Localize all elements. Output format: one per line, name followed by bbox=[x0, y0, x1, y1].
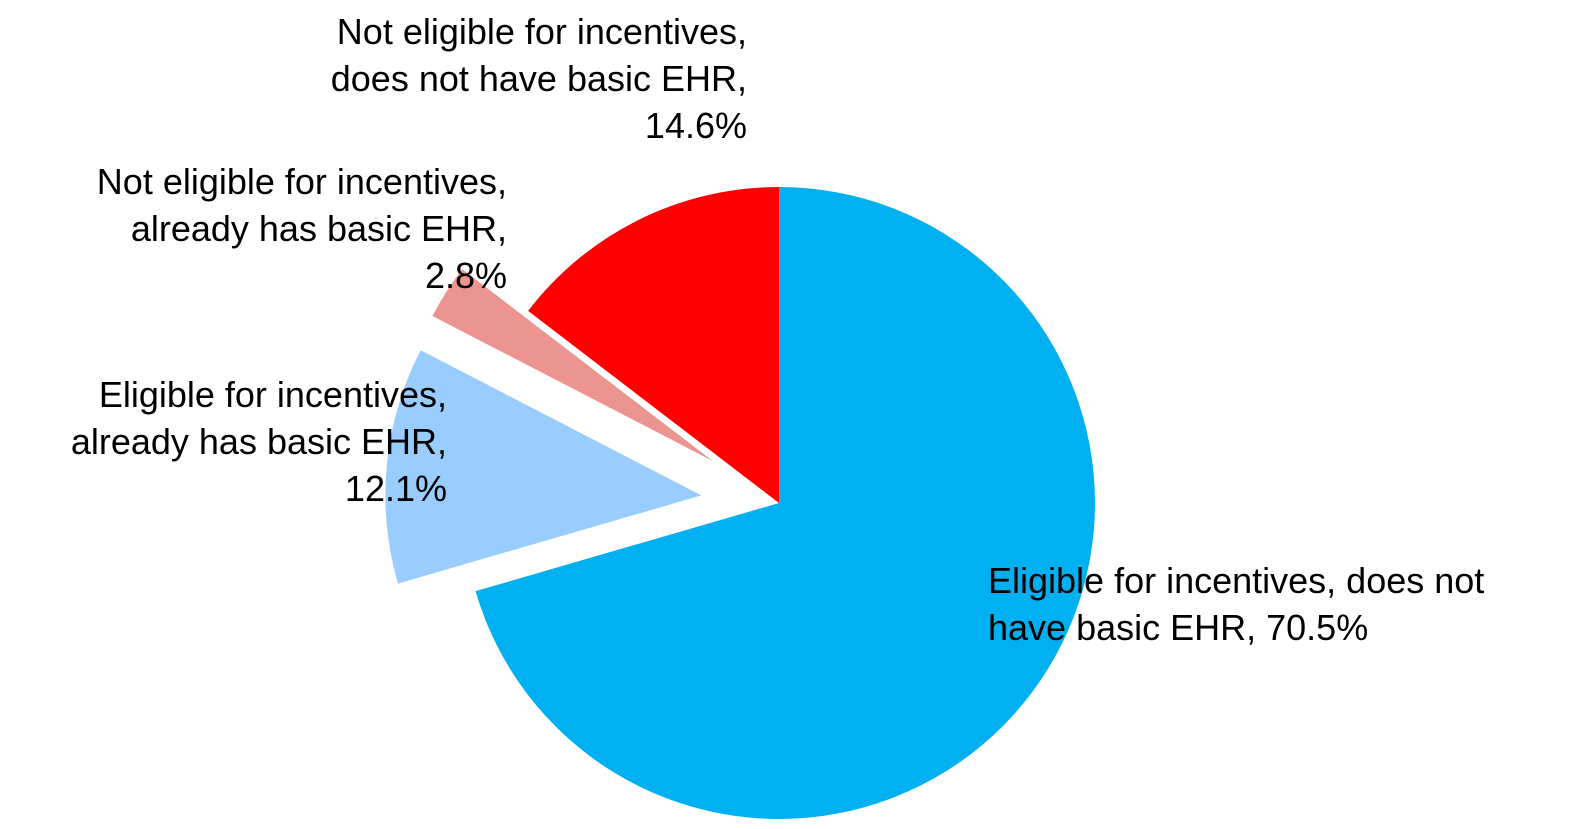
slice-label-3: Not eligible for incentives, already has … bbox=[97, 161, 507, 296]
slice-label-1: Eligible for incentives, does not have ba… bbox=[988, 560, 1484, 648]
slice-label-line: have basic EHR, 70.5% bbox=[988, 607, 1368, 648]
slice-label-line: Not eligible for incentives, bbox=[337, 11, 747, 52]
slice-label-line: already has basic EHR, bbox=[71, 421, 447, 462]
pie-labels: Eligible for incentives, does not have ba… bbox=[71, 11, 1484, 648]
slice-label-line: 2.8% bbox=[425, 255, 507, 296]
pie-slice-2 bbox=[385, 350, 702, 584]
slice-label-line: Eligible for incentives, bbox=[99, 374, 447, 415]
pie-slices bbox=[385, 187, 1095, 819]
slice-label-line: Not eligible for incentives, bbox=[97, 161, 507, 202]
slice-label-2: Eligible for incentives, already has basi… bbox=[71, 374, 447, 509]
slice-label-line: 12.1% bbox=[345, 468, 447, 509]
pie-slice-3 bbox=[432, 269, 714, 462]
slice-label-line: Eligible for incentives, does not bbox=[988, 560, 1484, 601]
pie-slice-1 bbox=[475, 187, 1095, 819]
pie-slice-4 bbox=[528, 187, 779, 503]
slice-label-line: already has basic EHR, bbox=[131, 208, 507, 249]
slice-label-line: does not have basic EHR, bbox=[331, 58, 747, 99]
slice-label-4: Not eligible for incentives, does not hav… bbox=[331, 11, 747, 146]
slice-label-line: 14.6% bbox=[645, 105, 747, 146]
